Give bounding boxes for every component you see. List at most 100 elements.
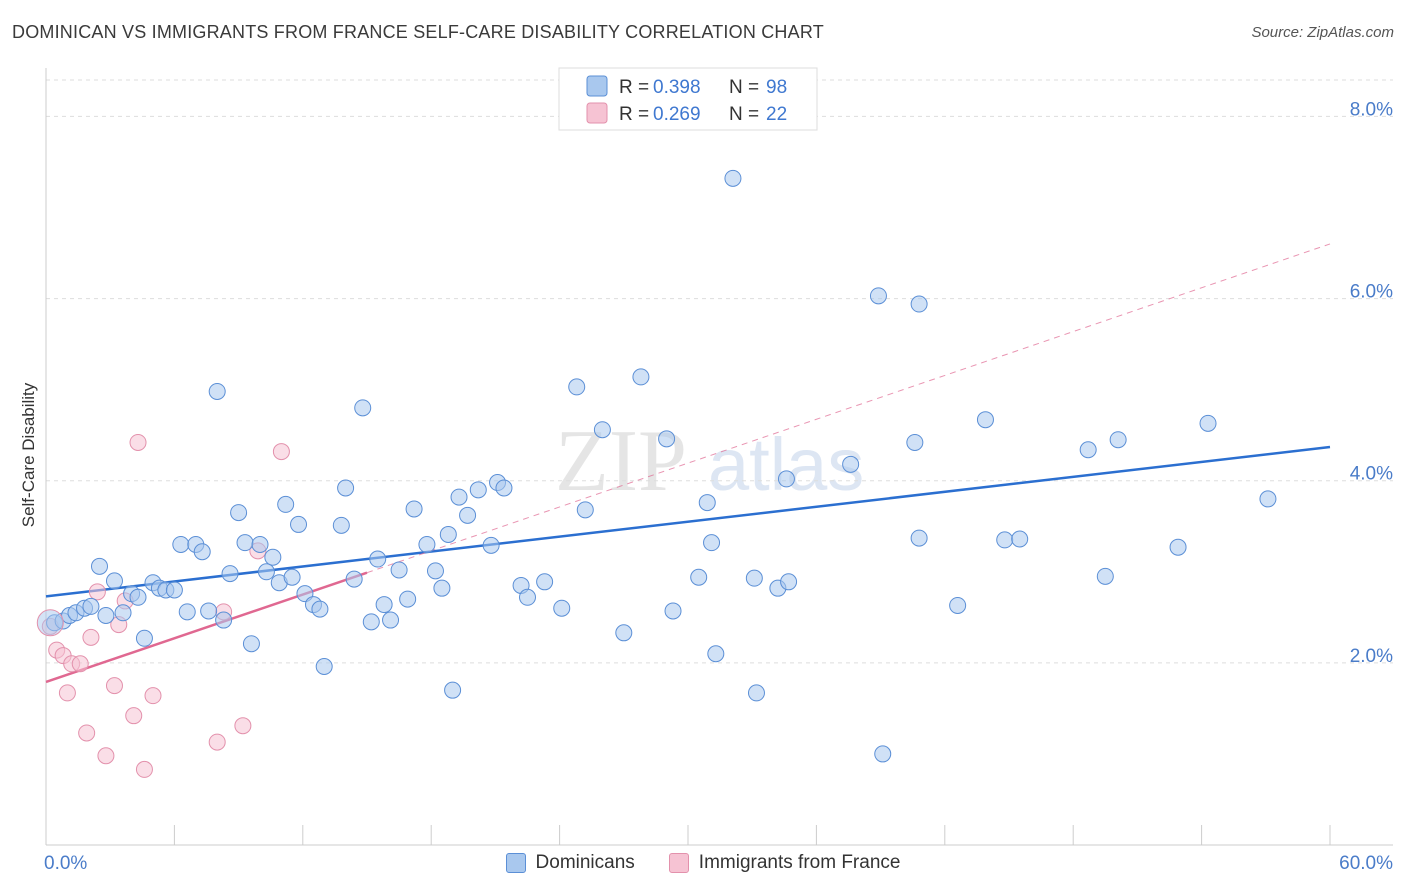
dominican-point <box>1259 490 1277 508</box>
france-trendline-extended <box>366 243 1331 574</box>
france-point <box>82 628 100 646</box>
dominican-point <box>1096 567 1114 585</box>
legend-top: R = 0.398 N = 98 R = 0.269 N = 22 <box>558 67 818 131</box>
france-point <box>97 747 115 765</box>
dominican-point <box>707 645 725 663</box>
dominican-point <box>257 563 275 581</box>
legend-n-label-1: N = <box>729 77 759 98</box>
dominican-point <box>842 455 860 473</box>
y-tick-label: 8.0% <box>1350 99 1393 120</box>
legend-item-france: Immigrants from France <box>668 852 901 874</box>
dominican-point <box>290 515 308 533</box>
dominican-point <box>553 599 571 617</box>
dominican-point <box>874 745 892 763</box>
dominican-point <box>459 506 477 524</box>
dominican-point <box>332 516 350 534</box>
dominican-point <box>105 572 123 590</box>
legend-swatch-dominicans <box>586 75 608 97</box>
dominican-point <box>1109 431 1127 449</box>
legend-n-value-1: 98 <box>766 77 787 98</box>
dominican-point <box>1199 414 1217 432</box>
dominican-point <box>1079 441 1097 459</box>
france-point <box>272 443 290 461</box>
dominican-point <box>906 433 924 451</box>
france-point <box>78 724 96 742</box>
dominican-point <box>230 504 248 522</box>
dominican-point <box>632 368 650 386</box>
dominican-point <box>615 624 633 642</box>
dominican-point <box>172 535 190 553</box>
dominican-point <box>91 557 108 575</box>
dominican-point <box>745 569 763 587</box>
dominican-point <box>698 494 716 512</box>
dominican-point <box>495 479 513 497</box>
dominican-point <box>536 573 554 591</box>
dominican-point <box>724 169 742 187</box>
dominican-point <box>362 613 380 631</box>
trend-layer <box>45 243 1331 684</box>
france-trendline <box>45 571 368 684</box>
watermark-atlas: atlas <box>708 423 864 506</box>
legend-r-label-1: R = <box>619 77 649 98</box>
dominican-point <box>949 596 967 614</box>
dominican-point <box>658 430 676 448</box>
axis-layer: 2.0% 4.0% 6.0% 8.0% 0.0% 60.0% <box>44 68 1393 874</box>
france-point <box>208 733 226 751</box>
dominican-point <box>129 588 147 606</box>
dominican-point <box>277 495 295 513</box>
dominican-point <box>450 488 468 506</box>
dominican-point <box>976 411 994 429</box>
dominican-point <box>215 611 233 629</box>
dominican-point <box>777 470 795 488</box>
dominican-point <box>200 602 218 620</box>
france-point <box>144 687 162 705</box>
legend-n-label-2: N = <box>729 104 759 125</box>
legend-bottom-swatch-france <box>668 853 689 873</box>
dominican-point <box>135 629 153 647</box>
dominican-point <box>345 570 363 588</box>
legend-r-value-1: 0.398 <box>653 77 701 98</box>
dominican-point <box>382 611 400 629</box>
dominican-point <box>390 561 408 579</box>
dominican-point <box>221 565 239 583</box>
dominican-point <box>703 534 721 552</box>
dominican-point <box>482 536 500 554</box>
dominican-point <box>165 581 183 599</box>
x-tick-label: 60.0% <box>1339 853 1393 874</box>
dominican-point <box>264 548 282 566</box>
france-point <box>129 433 147 451</box>
dominican-point <box>910 529 928 547</box>
dominican-point <box>444 681 462 699</box>
legend-bottom-label-dominicans: Dominicans <box>535 852 635 873</box>
dominican-point <box>568 378 586 396</box>
dominican-point <box>399 590 417 608</box>
legend-bottom-label-france: Immigrants from France <box>698 852 901 873</box>
dominican-point <box>433 579 451 597</box>
dominican-point <box>439 525 457 543</box>
grid-layer <box>46 79 1393 664</box>
legend-n-value-2: 22 <box>766 104 787 125</box>
dominican-point <box>664 602 682 620</box>
dominican-point <box>236 534 254 552</box>
chart-title: DOMINICAN VS IMMIGRANTS FROM FRANCE SELF… <box>12 22 824 42</box>
dominican-point <box>315 658 333 675</box>
dominican-point <box>690 568 708 586</box>
dominican-point <box>869 287 887 305</box>
dominican-point <box>780 573 798 591</box>
source-label: Source: ZipAtlas.com <box>1251 24 1394 41</box>
dominican-point <box>97 607 115 624</box>
dominican-point <box>311 600 329 618</box>
france-point <box>135 760 153 778</box>
dominican-point <box>418 535 436 553</box>
dominican-trendline <box>45 445 1331 598</box>
dominican-point <box>178 603 196 621</box>
dominican-point <box>82 597 100 615</box>
dominican-point <box>1169 538 1187 556</box>
points-layer <box>36 169 1277 778</box>
y-tick-label: 2.0% <box>1350 646 1393 667</box>
dominican-point <box>193 543 211 561</box>
dominican-point <box>369 550 387 568</box>
y-tick-label: 4.0% <box>1350 464 1393 485</box>
legend-bottom-swatch-dominicans <box>505 853 526 873</box>
